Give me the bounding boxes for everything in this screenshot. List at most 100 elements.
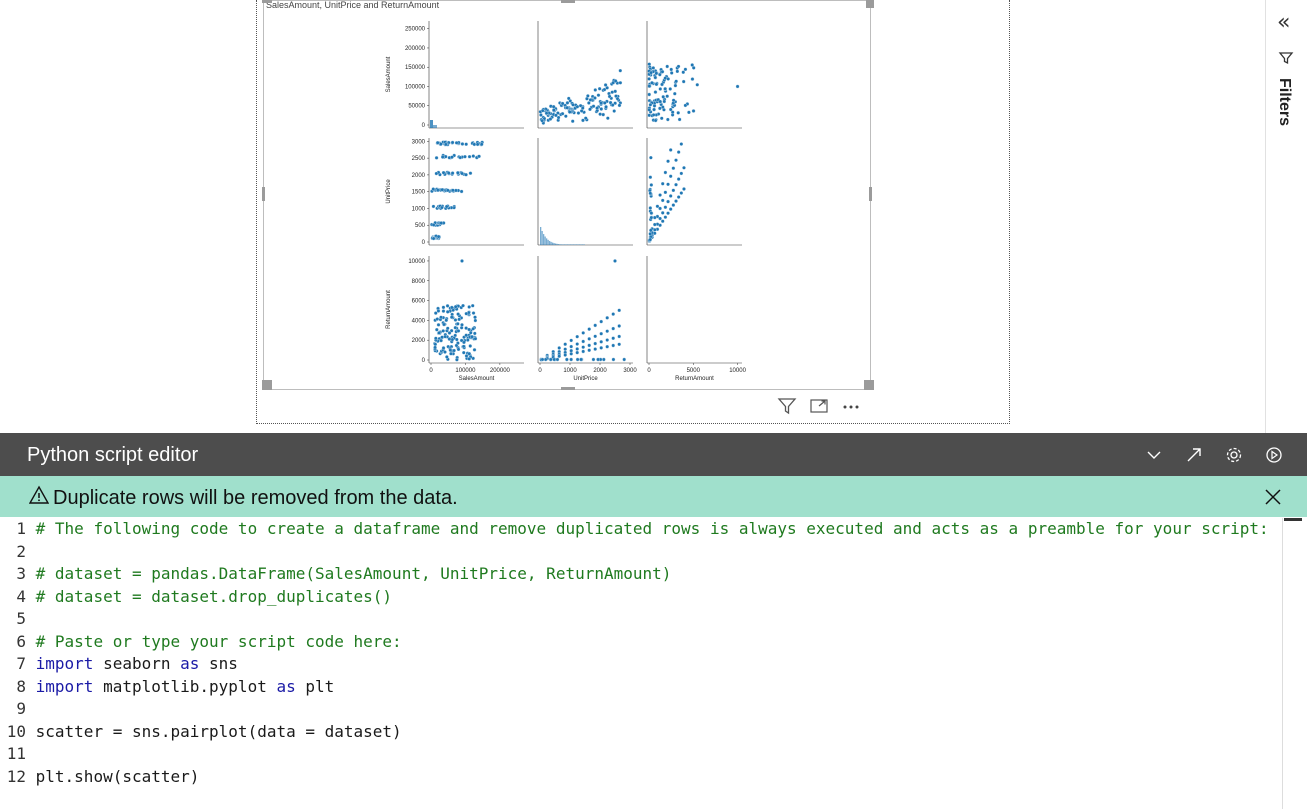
filter-icon[interactable] bbox=[776, 396, 798, 416]
filters-pane[interactable]: « Filters bbox=[1265, 0, 1307, 433]
y-tick-label: 1500 bbox=[412, 190, 426, 196]
histogram-bar bbox=[579, 244, 581, 245]
scatter-point bbox=[593, 347, 598, 351]
code-line[interactable]: 6 # Paste or type your script code here: bbox=[0, 631, 401, 653]
scatter-point bbox=[548, 357, 553, 362]
scatter-point bbox=[450, 155, 454, 160]
histogram-bar bbox=[567, 244, 569, 245]
scatter-point bbox=[457, 317, 462, 322]
close-icon[interactable] bbox=[1261, 485, 1285, 509]
scatter-point bbox=[454, 140, 459, 145]
scatter-point bbox=[666, 159, 670, 164]
filters-label[interactable]: Filters bbox=[1276, 78, 1293, 127]
scatter-point bbox=[548, 117, 553, 121]
code-line[interactable]: 7 import seaborn as sns bbox=[0, 653, 238, 675]
resize-handle-bottom-right[interactable] bbox=[864, 380, 874, 390]
code-line[interactable]: 8 import matplotlib.pyplot as plt bbox=[0, 676, 334, 698]
code-token: as bbox=[276, 676, 296, 696]
y-tick-label: 10000 bbox=[408, 259, 425, 265]
visual-container[interactable] bbox=[256, 0, 1010, 424]
python-visual[interactable] bbox=[263, 0, 871, 390]
scatter-point bbox=[440, 155, 445, 159]
code-editor[interactable]: 1 # The following code to create a dataf… bbox=[0, 518, 1282, 809]
scatter-point bbox=[648, 206, 653, 210]
scatter-point bbox=[613, 101, 617, 106]
code-line[interactable]: 2 bbox=[0, 541, 36, 563]
scatter-point bbox=[662, 99, 667, 104]
y-tick-label: 1000 bbox=[412, 206, 426, 212]
resize-handle-right[interactable] bbox=[869, 187, 872, 201]
code-line[interactable]: 3 # dataset = pandas.DataFrame(SalesAmou… bbox=[0, 563, 671, 585]
scatter-point bbox=[450, 171, 455, 175]
editor-scrollbar[interactable] bbox=[1282, 518, 1307, 809]
scatter-point bbox=[587, 343, 592, 348]
scatter-point bbox=[470, 334, 474, 339]
scatter-point bbox=[596, 357, 600, 362]
code-line[interactable]: 5 bbox=[0, 608, 36, 630]
code-line[interactable]: 11 bbox=[0, 743, 36, 765]
double-chevron-left-icon[interactable]: « bbox=[1277, 10, 1291, 35]
scatter-point bbox=[679, 142, 684, 146]
code-line[interactable]: 4 # dataset = dataset.drop_duplicates() bbox=[0, 586, 392, 608]
scatter-point bbox=[459, 338, 464, 343]
histogram-bar bbox=[574, 244, 576, 245]
code-token: seaborn bbox=[93, 654, 181, 673]
resize-handle-top-right[interactable] bbox=[866, 0, 874, 8]
scatter-point bbox=[605, 315, 610, 320]
scatter-point bbox=[556, 115, 561, 120]
scatter-point bbox=[654, 71, 659, 76]
histogram-bar bbox=[549, 240, 551, 245]
focus-mode-icon[interactable] bbox=[808, 396, 830, 416]
y-tick-label: 2000 bbox=[412, 338, 426, 344]
histogram-bar bbox=[543, 234, 545, 245]
code-line[interactable]: 9 bbox=[0, 698, 36, 720]
resize-handle-bottom[interactable] bbox=[561, 387, 575, 390]
code-token: # The following code to create a datafra… bbox=[35, 519, 1269, 538]
resize-handle-bottom-left[interactable] bbox=[262, 380, 272, 390]
scatter-point bbox=[691, 66, 696, 70]
expand-arrow-icon[interactable] bbox=[1181, 443, 1207, 467]
y-axis-label: UnitPrice bbox=[386, 179, 392, 204]
scatter-point bbox=[440, 187, 445, 192]
more-options-icon[interactable] bbox=[840, 396, 862, 416]
scatter-point bbox=[649, 155, 653, 160]
scatter-point bbox=[595, 106, 599, 110]
gear-icon[interactable] bbox=[1221, 443, 1247, 467]
scatter-point bbox=[660, 181, 665, 186]
resize-handle-left[interactable] bbox=[262, 187, 265, 201]
code-line[interactable]: 10 scatter = sns.pairplot(data = dataset… bbox=[0, 721, 402, 743]
code-line[interactable]: 1 # The following code to create a dataf… bbox=[0, 518, 1269, 540]
scatter-point bbox=[663, 190, 668, 195]
scatter-point bbox=[472, 142, 477, 147]
resize-handle-top[interactable] bbox=[561, 0, 575, 3]
scatter-point bbox=[464, 333, 469, 338]
code-line[interactable]: 12 plt.show(scatter) bbox=[0, 766, 200, 788]
run-icon[interactable] bbox=[1261, 443, 1287, 467]
code-token: sns bbox=[199, 654, 238, 673]
scatter-point bbox=[441, 309, 446, 313]
scatter-point bbox=[665, 94, 670, 99]
scatter-point bbox=[668, 174, 673, 179]
scatter-point bbox=[648, 237, 653, 242]
scatter-point bbox=[682, 187, 686, 191]
scatter-point bbox=[611, 357, 616, 362]
scatter-point bbox=[677, 117, 682, 122]
scatter-point bbox=[581, 349, 586, 354]
x-tick-label: 100000 bbox=[455, 368, 476, 374]
y-axis-label: ReturnAmount bbox=[386, 290, 392, 329]
line-number: 8 bbox=[16, 676, 26, 696]
scatter-point bbox=[679, 171, 684, 176]
scatter-point bbox=[653, 118, 658, 123]
scatter-point bbox=[581, 339, 586, 344]
scatter-point bbox=[611, 343, 616, 348]
scatter-point bbox=[690, 63, 695, 67]
scatter-point bbox=[671, 203, 676, 207]
warning-icon bbox=[28, 485, 50, 511]
scatter-point bbox=[652, 215, 657, 220]
histogram-bar bbox=[570, 244, 572, 245]
scatter-point bbox=[608, 100, 613, 105]
scatter-point bbox=[431, 187, 436, 191]
scatter-point bbox=[565, 357, 569, 362]
chevron-down-icon[interactable] bbox=[1141, 443, 1167, 467]
resize-handle-top-left[interactable] bbox=[262, 0, 272, 3]
